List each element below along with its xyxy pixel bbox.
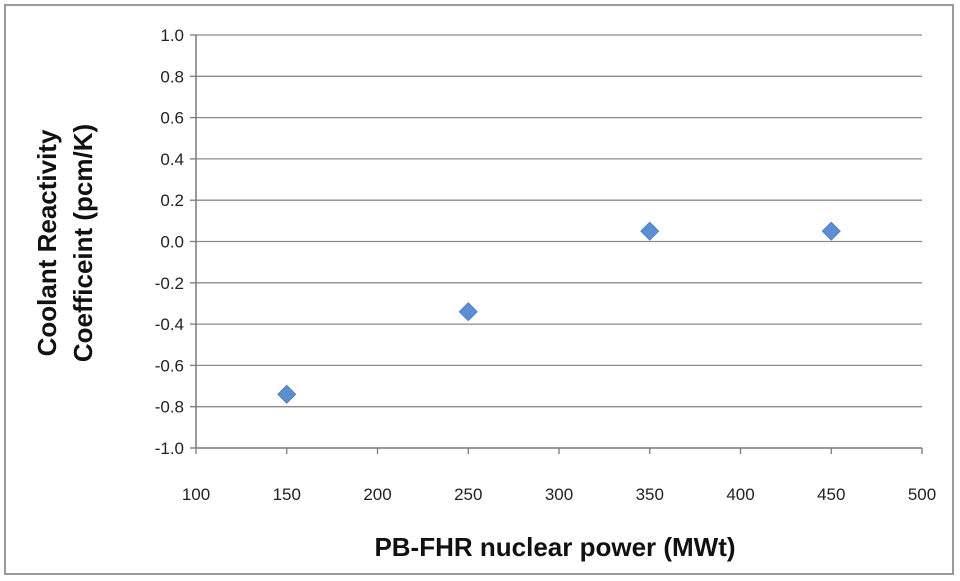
x-tick-label: 500 <box>908 485 936 504</box>
data-points <box>277 221 841 404</box>
data-point <box>821 221 841 241</box>
gridlines <box>196 34 922 408</box>
y-tick-label: 0.6 <box>160 109 184 128</box>
axes <box>190 34 923 454</box>
x-tick-label: 100 <box>182 485 210 504</box>
x-tick-label: 400 <box>726 485 754 504</box>
x-tick-label: 450 <box>817 485 845 504</box>
y-tick-labels: 1.0 0.8 0.6 0.4 0.2 0.0 -0.2 -0.4 -0.6 -0.8 -1.0 <box>155 26 184 458</box>
x-tick-label: 350 <box>636 485 664 504</box>
y-tick-label: 0.8 <box>160 67 184 86</box>
data-point <box>640 221 660 241</box>
y-tick-label: 0.2 <box>160 191 184 210</box>
x-tick-labels: 100 150 200 250 300 350 400 450 500 <box>182 485 936 504</box>
x-tick-label: 300 <box>545 485 573 504</box>
data-point <box>458 302 478 322</box>
y-tick-label: 0.0 <box>160 233 184 252</box>
y-axis-title-line1: Coolant Reactivity <box>32 129 62 356</box>
y-tick-label: -0.6 <box>155 356 184 375</box>
y-tick-label: -0.2 <box>155 274 184 293</box>
y-tick-label: -1.0 <box>155 439 184 458</box>
x-tick-label: 200 <box>363 485 391 504</box>
y-tick-label: 1.0 <box>160 26 184 45</box>
y-tick-label: -0.8 <box>155 398 184 417</box>
data-point <box>277 384 297 404</box>
y-tick-label: 0.4 <box>160 150 184 169</box>
y-tick-label: -0.4 <box>155 315 184 334</box>
x-tick-label: 250 <box>454 485 482 504</box>
x-tick-label: 150 <box>273 485 301 504</box>
y-axis-title-line2: Coefficeint (pcm/K) <box>68 124 98 362</box>
chart-frame <box>4 4 954 575</box>
x-axis-title: PB-FHR nuclear power (MWt) <box>374 532 735 562</box>
